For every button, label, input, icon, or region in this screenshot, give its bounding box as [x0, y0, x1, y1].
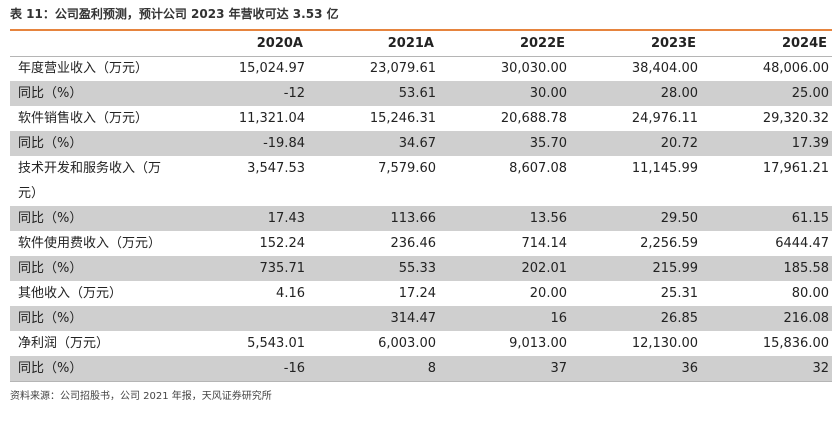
header-year: 2024E	[781, 36, 827, 51]
table-cell: 314.47	[390, 311, 437, 326]
table-cell: 3,547.53	[247, 161, 305, 176]
table-cell: 25.00	[791, 86, 829, 101]
table-cell: 11,145.99	[631, 161, 698, 176]
table-cell: -19.84	[263, 136, 305, 151]
row-label: 净利润（万元）	[18, 336, 110, 351]
row-label: 年度营业收入（万元）	[18, 61, 149, 76]
table-cell: 8,607.08	[509, 161, 567, 176]
table-row-software-sales: 软件销售收入（万元） 11,321.04 15,246.31 20,688.78…	[10, 106, 832, 131]
row-label: 同比（%）	[18, 136, 83, 151]
table-cell: 13.56	[529, 211, 567, 226]
row-label: 技术开发和服务收入（万元）	[18, 161, 162, 201]
table-bottom-rule	[10, 381, 832, 382]
table-cell: 5,543.01	[247, 336, 305, 351]
header-year: 2020A	[256, 36, 303, 51]
table-cell: 4.16	[276, 286, 305, 301]
table-cell: 216.08	[783, 311, 830, 326]
table-cell: -12	[283, 86, 305, 101]
table-row-tech-services: 技术开发和服务收入（万元） 3,547.53 7,579.60 8,607.08…	[10, 156, 832, 206]
table-cell: 6,003.00	[378, 336, 436, 351]
row-label: 其他收入（万元）	[18, 286, 123, 301]
table-cell: 12,130.00	[631, 336, 698, 351]
header-divider	[10, 56, 832, 57]
table-cell: 6444.47	[775, 236, 829, 251]
header-year: 2021A	[387, 36, 434, 51]
table-cell: 17,961.21	[762, 161, 829, 176]
table-cell: 55.33	[398, 261, 436, 276]
table-cell: 48,006.00	[762, 61, 829, 76]
table-cell: 113.66	[390, 211, 437, 226]
table-caption: 表 11：公司盈利预测，预计公司 2023 年营收可达 3.53 亿	[10, 7, 339, 21]
table-cell: 17.24	[398, 286, 436, 301]
header-year: 2023E	[650, 36, 696, 51]
table-cell: 80.00	[791, 286, 829, 301]
table-cell: 17.39	[791, 136, 829, 151]
top-rule	[10, 29, 832, 31]
table-cell: 23,079.61	[369, 61, 436, 76]
table-row-net-profit: 净利润（万元） 5,543.01 6,003.00 9,013.00 12,13…	[10, 331, 832, 356]
table-cell: 29,320.32	[762, 111, 829, 126]
table-cell: 215.99	[652, 261, 699, 276]
table-cell: 7,579.60	[378, 161, 436, 176]
source-note: 资料来源：公司招股书，公司 2021 年报，天风证券研究所	[10, 391, 272, 402]
table-cell: 20,688.78	[500, 111, 567, 126]
table-cell: 16	[550, 311, 567, 326]
table-header-row: 2020A 2021A 2022E 2023E 2024E	[10, 31, 832, 56]
table-cell: 32	[812, 361, 829, 376]
table-cell: 30,030.00	[500, 61, 567, 76]
table-cell: 29.50	[660, 211, 698, 226]
table-cell: -16	[283, 361, 305, 376]
table-cell: 61.15	[791, 211, 829, 226]
table-cell: 35.70	[529, 136, 567, 151]
table-cell: 735.71	[259, 261, 306, 276]
row-label: 同比（%）	[18, 261, 83, 276]
table-row-software-sales-yoy: 同比（%） -19.84 34.67 35.70 20.72 17.39	[10, 131, 832, 156]
row-label: 同比（%）	[18, 86, 83, 101]
row-label: 同比（%）	[18, 361, 83, 376]
table-cell: 25.31	[660, 286, 698, 301]
table-row-license-fees-yoy: 同比（%） 735.71 55.33 202.01 215.99 185.58	[10, 256, 832, 281]
table-cell: 8	[427, 361, 436, 376]
table-cell: 15,836.00	[762, 336, 829, 351]
table-cell: 30.00	[529, 86, 567, 101]
table-cell: 20.72	[660, 136, 698, 151]
table-cell: 9,013.00	[509, 336, 567, 351]
table-cell: 28.00	[660, 86, 698, 101]
table-cell: 24,976.11	[631, 111, 698, 126]
table-cell: 36	[681, 361, 698, 376]
table-cell: 15,024.97	[238, 61, 305, 76]
table-cell: 11,321.04	[238, 111, 305, 126]
table-row-revenue: 年度营业收入（万元） 15,024.97 23,079.61 30,030.00…	[10, 56, 832, 81]
forecast-table: 2020A 2021A 2022E 2023E 2024E 年度营业收入（万元）…	[10, 31, 832, 381]
table-cell: 37	[550, 361, 567, 376]
table-cell: 17.43	[267, 211, 305, 226]
table-cell: 152.24	[259, 236, 306, 251]
table-cell: 38,404.00	[631, 61, 698, 76]
table-cell: 2,256.59	[640, 236, 698, 251]
table-row-net-profit-yoy: 同比（%） -16 8 37 36 32	[10, 356, 832, 381]
table-cell: 714.14	[521, 236, 568, 251]
row-label: 同比（%）	[18, 211, 83, 226]
table-row-revenue-yoy: 同比（%） -12 53.61 30.00 28.00 25.00	[10, 81, 832, 106]
table-row-other-income-yoy: 同比（%） 314.47 16 26.85 216.08	[10, 306, 832, 331]
table-row-license-fees: 软件使用费收入（万元） 152.24 236.46 714.14 2,256.5…	[10, 231, 832, 256]
table-cell: 185.58	[783, 261, 830, 276]
header-year: 2022E	[519, 36, 565, 51]
table-row-tech-services-yoy: 同比（%） 17.43 113.66 13.56 29.50 61.15	[10, 206, 832, 231]
table-cell: 15,246.31	[369, 111, 436, 126]
row-label: 软件使用费收入（万元）	[18, 236, 162, 251]
table-cell: 20.00	[529, 286, 567, 301]
table-cell: 236.46	[390, 236, 437, 251]
table-row-other-income: 其他收入（万元） 4.16 17.24 20.00 25.31 80.00	[10, 281, 832, 306]
row-label: 同比（%）	[18, 311, 83, 326]
table-cell: 26.85	[660, 311, 698, 326]
row-label: 软件销售收入（万元）	[18, 111, 149, 126]
table-cell: 53.61	[398, 86, 436, 101]
table-cell: 202.01	[521, 261, 568, 276]
table-cell: 34.67	[398, 136, 436, 151]
